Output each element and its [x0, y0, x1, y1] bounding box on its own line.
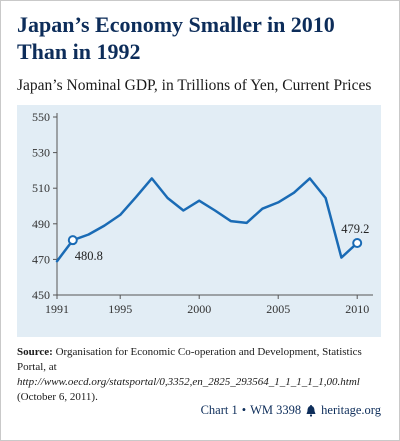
x-tick-label: 1995 [108, 302, 132, 316]
source-url: http://www.oecd.org/statsportal/0,3352,e… [17, 376, 360, 388]
source-text: Organisation for Economic Co-operation a… [17, 346, 362, 373]
y-tick-label: 510 [32, 181, 50, 195]
chart-footer: Chart 1 • WM 3398 heritage.org [201, 403, 381, 418]
x-tick-label: 2005 [266, 302, 290, 316]
x-tick-label: 2000 [187, 302, 211, 316]
brand-link[interactable]: heritage.org [321, 403, 381, 417]
source-note: Source: Organisation for Economic Co-ope… [17, 345, 387, 405]
y-tick-label: 470 [32, 252, 50, 266]
gdp-series-line [55, 177, 359, 263]
wm-number: WM 3398 [250, 403, 302, 417]
x-tick-label: 2010 [345, 302, 369, 316]
source-label: Source: [17, 346, 53, 358]
source-date: (October 6, 2011). [17, 391, 98, 403]
liberty-bell-icon [306, 404, 316, 417]
chart-title: Japan’s Economy Smaller in 2010 Than in … [17, 12, 335, 64]
y-tick-label: 550 [32, 110, 50, 124]
y-tick-label: 530 [32, 146, 50, 160]
y-tick-label: 490 [32, 217, 50, 231]
footer-separator: • [241, 403, 247, 417]
y-tick-label: 450 [32, 288, 50, 302]
plot-area: 550 530 510 490 470 450 1991 1995 2000 2005 2010 48… [17, 105, 381, 337]
data-point-marker [67, 235, 78, 246]
chart-subtitle: Japan’s Nominal GDP, in Trillions of Yen… [17, 77, 372, 94]
data-label: 479.2 [341, 222, 369, 236]
chart-number: Chart 1 [200, 403, 238, 417]
data-point-marker [352, 238, 363, 249]
x-tick-label: 1991 [45, 302, 69, 316]
data-label: 480.8 [75, 249, 103, 263]
